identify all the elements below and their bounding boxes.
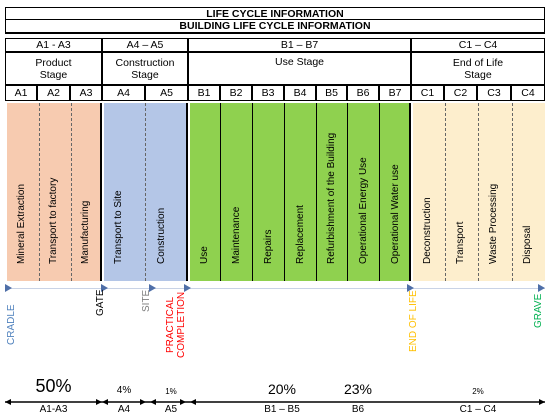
- milestone-site: SITE: [141, 289, 152, 312]
- range-label-c1-c4: C1 – C4: [459, 404, 497, 415]
- page-subtitle: BUILDING LIFE CYCLE INFORMATION: [5, 20, 545, 34]
- stage-product: Product Stage: [5, 52, 102, 85]
- module-code: C1: [411, 85, 444, 101]
- module-label: Operational Water use: [390, 164, 401, 264]
- percent-a4: 4%: [116, 385, 132, 396]
- range-label-b6: B6: [351, 404, 365, 415]
- stage-use: Use Stage: [188, 52, 411, 85]
- module-band-use: Use Maintenance Repairs Replacement Refu…: [190, 103, 411, 281]
- module-label: Manufacturing: [80, 200, 91, 264]
- module-label: Disposal: [522, 225, 533, 264]
- module-code: A1: [5, 85, 37, 101]
- module-band-construction: Transport to Site Construction: [104, 103, 188, 281]
- module-label: Refurbishment of the Building: [326, 132, 337, 264]
- module-label: Transport: [455, 221, 466, 264]
- stage-end-of-life: End of Life Stage: [411, 52, 545, 85]
- marker-triangle: [5, 284, 12, 292]
- marker-triangle: [149, 284, 156, 292]
- module-label: Construction: [156, 207, 167, 264]
- module-code: B5: [316, 85, 347, 101]
- module-label: Replacement: [295, 205, 306, 264]
- module-code: C3: [477, 85, 511, 101]
- module-code: B6: [347, 85, 379, 101]
- range-label-a1-a3: A1-A3: [39, 404, 68, 415]
- module-code: A3: [70, 85, 102, 101]
- group-code-c1-c4: C1 – C4: [411, 38, 545, 52]
- module-label: Deconstruction: [422, 197, 433, 264]
- percent-b1-b5: 20%: [267, 381, 297, 397]
- module-label: Mineral Extraction: [16, 183, 27, 264]
- range-label-b1-b5: B1 – B5: [264, 404, 300, 415]
- milestone-gate: GATE: [95, 289, 106, 316]
- module-code: B1: [188, 85, 220, 101]
- marker-triangle: [538, 284, 545, 292]
- module-band-end-of-life: Deconstruction Transport Waste Processin…: [413, 103, 545, 281]
- milestone-end-of-life: END OF LIFE: [408, 290, 419, 352]
- module-label: Transport to factory: [48, 177, 59, 264]
- milestone-cradle: CRADLE: [6, 304, 17, 345]
- timeline-markers: [5, 284, 545, 292]
- percent-c1-c4: 2%: [472, 387, 484, 396]
- range-label-a5: A5: [164, 404, 178, 415]
- marker-triangle: [184, 284, 191, 292]
- module-label: Transport to Site: [113, 190, 124, 264]
- module-code: B4: [284, 85, 316, 101]
- group-code-a1-a3: A1 - A3: [5, 38, 102, 52]
- module-band-product: Mineral Extraction Transport to factory …: [7, 103, 102, 281]
- milestone-practical-completion: PRACTICAL COMPLETION: [165, 291, 187, 358]
- page-title: LIFE CYCLE INFORMATION: [5, 7, 545, 20]
- module-code: C2: [444, 85, 477, 101]
- marker-triangle: [407, 284, 414, 292]
- module-code: C4: [511, 85, 545, 101]
- module-code: A2: [37, 85, 70, 101]
- range-label-a4: A4: [117, 404, 131, 415]
- module-label: Operational Energy Use: [358, 157, 369, 264]
- percent-b6: 23%: [343, 381, 373, 397]
- group-code-b1-b7: B1 – B7: [188, 38, 411, 52]
- timeline-line: [5, 288, 545, 289]
- percent-a5: 1%: [165, 387, 177, 396]
- module-code: A5: [145, 85, 188, 101]
- range-arrows: [5, 399, 545, 405]
- module-code: B2: [220, 85, 252, 101]
- module-code-row: A1 A2 A3 A4 A5 B1 B2 B3 B4 B5 B6 B7 C1 C…: [5, 85, 545, 101]
- module-label: Use: [199, 246, 210, 264]
- marker-triangle: [101, 284, 108, 292]
- module-label: Repairs: [263, 229, 274, 264]
- module-label: Maintenance: [231, 206, 242, 264]
- percent-a1-a3: 50%: [35, 376, 72, 396]
- milestone-grave: GRAVE: [533, 293, 544, 328]
- stage-construction: Construction Stage: [102, 52, 188, 85]
- module-label: Waste Processing: [488, 183, 499, 264]
- module-code: B3: [252, 85, 284, 101]
- group-code-a4-a5: A4 – A5: [102, 38, 188, 52]
- module-code: B7: [379, 85, 411, 101]
- module-code: A4: [102, 85, 145, 101]
